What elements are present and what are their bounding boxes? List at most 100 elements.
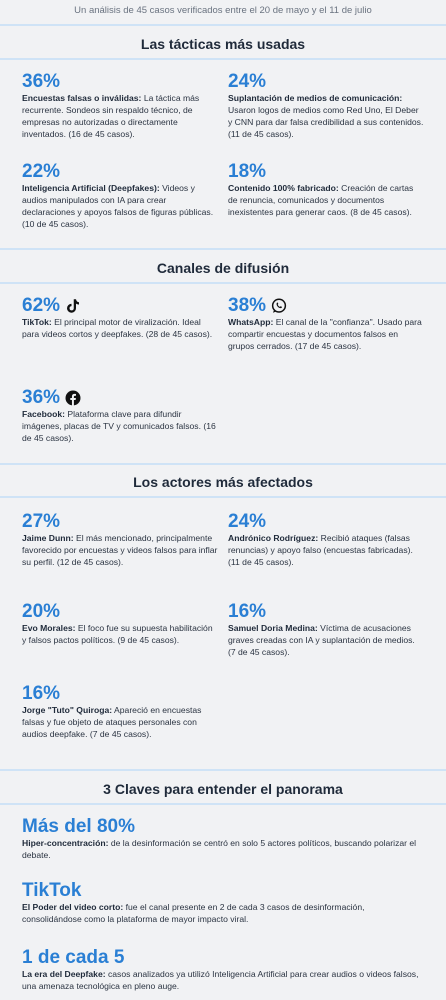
stat-item: 36% Encuestas falsas o inválidas: La táct… [22, 72, 218, 140]
stat-figure: 18% [228, 162, 424, 182]
separator [0, 463, 446, 465]
description-text: Recibió ataques (falsas renuncias) y apo… [228, 533, 413, 567]
description-text: La táctica más recurrente. Sondeos sin r… [22, 93, 200, 139]
figure-text: 24% [228, 511, 267, 532]
stat-description: Jorge "Tuto" Quiroga: Apareció en encues… [22, 704, 218, 740]
stat-description: Contenido 100% fabricado: Creación de ca… [228, 182, 424, 218]
stat-description: WhatsApp: El canal de la "confianza". Us… [228, 316, 424, 352]
platform-icon [64, 297, 82, 315]
figure-text: 22% [22, 161, 61, 182]
stat-figure: 24% [228, 72, 424, 92]
stat-item: TikTok El Poder del video corto: fue el c… [22, 881, 422, 925]
description-text: casos analizados ya utilizó Inteligencia… [22, 969, 419, 991]
stat-figure: 22% [22, 162, 218, 182]
separator [0, 24, 446, 26]
stat-figure: TikTok [22, 881, 422, 901]
description-lead: Hiper-concentración: [22, 838, 109, 848]
figure-text: 1 de cada 5 [22, 947, 125, 968]
description-lead: El Poder del video corto: [22, 902, 124, 912]
stat-item: 20% Evo Morales: El foco fue su supuesta … [22, 602, 218, 646]
stat-figure: 24% [228, 512, 424, 532]
stat-description: Samuel Doria Medina: Víctima de acusacio… [228, 622, 424, 658]
description-lead: Encuestas falsas o inválidas: [22, 93, 142, 103]
figure-text: 24% [228, 71, 267, 92]
section-title: Las tácticas más usadas [140, 36, 306, 52]
title-underline [0, 282, 446, 284]
description-text: Usaron logos de medios como Red Uno, El … [228, 105, 424, 139]
description-lead: Suplantación de medios de comunicación: [228, 93, 403, 103]
description-lead: Samuel Doria Medina: [228, 623, 318, 633]
stat-figure: 27% [22, 512, 218, 532]
description-lead: Evo Morales: [22, 623, 76, 633]
figure-text: TikTok [22, 880, 82, 901]
section-title: Los actores más afectados [133, 474, 313, 490]
description-lead: Inteligencia Artificial (Deepfakes): [22, 183, 160, 193]
figure-text: 62% [22, 295, 61, 316]
figure-text: Más del 80% [22, 816, 135, 837]
figure-text: 27% [22, 511, 61, 532]
figure-text: 38% [228, 295, 267, 316]
description-text: El foco fue su supuesta habilitación y f… [22, 623, 213, 645]
description-text: El más mencionado, principalmente favore… [22, 533, 218, 567]
figure-text: 16% [228, 601, 267, 622]
description-lead: Jaime Dunn: [22, 533, 74, 543]
stat-description: Suplantación de medios de comunicación: … [228, 92, 424, 140]
description-text: Videos y audios manipulados con IA para … [22, 183, 214, 229]
stat-figure: 16% [228, 602, 424, 622]
figure-text: 18% [228, 161, 267, 182]
separator [0, 769, 446, 771]
stat-description: Encuestas falsas o inválidas: La táctica… [22, 92, 218, 140]
description-lead: Contenido 100% fabricado: [228, 183, 339, 193]
stat-item: 16% Samuel Doria Medina: Víctima de acusa… [228, 602, 424, 658]
stat-description: Andrónico Rodríguez: Recibió ataques (fa… [228, 532, 424, 568]
stat-description: La era del Deepfake: casos analizados ya… [22, 968, 422, 992]
stat-description: TikTok: El principal motor de viralizaci… [22, 316, 218, 340]
section-title: Canales de difusión [156, 260, 290, 276]
stat-figure: 16% [22, 684, 218, 704]
description-text: Creación de cartas de renuncia, comunica… [228, 183, 414, 217]
description-lead: TikTok: [22, 317, 52, 327]
stat-item: 24% Suplantación de medios de comunicació… [228, 72, 424, 140]
stat-description: El Poder del video corto: fue el canal p… [22, 901, 422, 925]
description-text: Apareció en encuestas falsas y fue objet… [22, 705, 202, 739]
section-title: 3 Claves para entender el panorama [103, 781, 343, 797]
stat-item: 1 de cada 5 La era del Deepfake: casos an… [22, 948, 422, 992]
stat-item: 24% Andrónico Rodríguez: Recibió ataques … [228, 512, 424, 568]
stat-item: 18% Contenido 100% fabricado: Creación de… [228, 162, 424, 218]
title-underline [0, 803, 446, 805]
figure-text: 36% [22, 71, 61, 92]
stat-item: 36% Facebook: Plataforma clave para difun… [22, 388, 218, 444]
description-text: El canal de la "confianza". Usado para c… [228, 317, 422, 351]
stat-figure: Más del 80% [22, 817, 422, 837]
stat-item: 27% Jaime Dunn: El más mencionado, princi… [22, 512, 218, 568]
stat-figure: 38% [228, 296, 424, 316]
title-underline [0, 58, 446, 60]
description-text: de la desinformación se centró en solo 5… [22, 838, 417, 860]
description-text: fue el canal presente en 2 de cada 3 cas… [22, 902, 365, 924]
stat-item: 62% TikTok: El principal motor de viraliz… [22, 296, 218, 340]
stat-figure: 20% [22, 602, 218, 622]
separator [0, 248, 446, 250]
description-lead: La era del Deepfake: [22, 969, 106, 979]
stat-description: Inteligencia Artificial (Deepfakes): Vid… [22, 182, 218, 230]
stat-item: Más del 80% Hiper-concentración: de la de… [22, 817, 422, 861]
figure-text: 36% [22, 387, 61, 408]
stat-figure: 62% [22, 296, 218, 316]
figure-text: 20% [22, 601, 61, 622]
stat-figure: 36% [22, 388, 218, 408]
description-text: Plataforma clave para difundir imágenes,… [22, 409, 216, 443]
stat-figure: 1 de cada 5 [22, 948, 422, 968]
subtitle: Un análisis de 45 casos verificados entr… [74, 5, 372, 16]
stat-description: Evo Morales: El foco fue su supuesta hab… [22, 622, 218, 646]
platform-icon [270, 297, 288, 315]
stat-description: Hiper-concentración: de la desinformació… [22, 837, 422, 861]
description-text: El principal motor de viralización. Idea… [22, 317, 213, 339]
title-underline [0, 496, 446, 498]
stat-description: Facebook: Plataforma clave para difundir… [22, 408, 218, 444]
stat-figure: 36% [22, 72, 218, 92]
description-lead: Facebook: [22, 409, 65, 419]
stat-item: 38% WhatsApp: El canal de la "confianza".… [228, 296, 424, 352]
stat-item: 16% Jorge "Tuto" Quiroga: Apareció en enc… [22, 684, 218, 740]
description-text: Víctima de acusaciones graves creadas co… [228, 623, 415, 657]
